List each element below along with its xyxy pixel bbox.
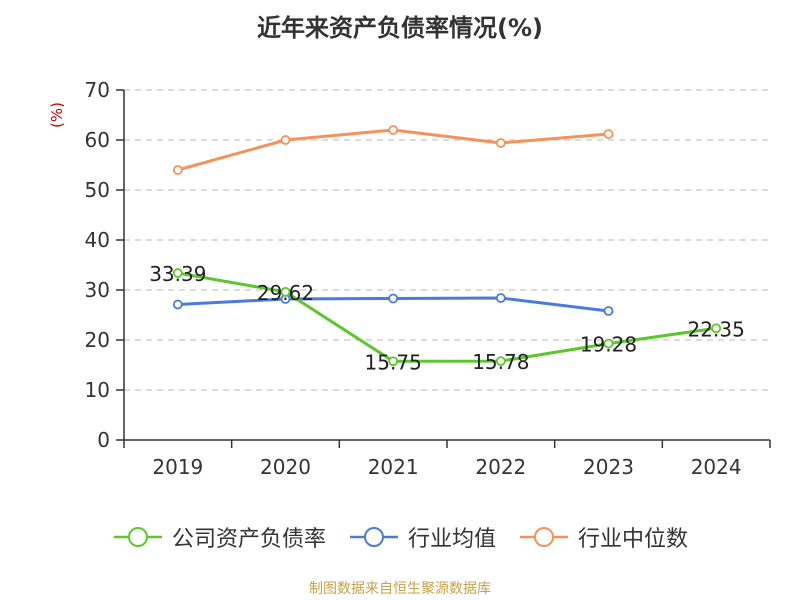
data-point [603,306,614,316]
data-point [388,293,399,304]
data-point [172,268,183,278]
x-tick-label: 2019 [152,455,203,479]
y-tick-label: 50 [85,178,110,202]
x-tick-label: 2020 [260,455,311,479]
data-point [172,165,183,175]
y-tick-label: 20 [85,328,110,352]
x-tick-label: 2022 [475,455,526,479]
data-label: 19.28 [580,333,637,357]
legend-swatch [349,527,398,547]
y-tick-label: 10 [85,378,110,402]
data-label: 15.75 [365,350,422,374]
data-point [603,338,614,349]
chart-title: 近年来资产负债率情况(%) [257,14,543,42]
series-line-3 [177,128,609,172]
x-tick-label: 2023 [583,455,634,479]
data-point [495,138,506,148]
data-point [388,125,399,135]
legend-label: 行业均值 [407,527,496,552]
data-label: 29.62 [257,281,314,305]
legend-item-1[interactable]: 公司资产负债率 [112,521,326,553]
y-tick-label: 30 [85,278,110,302]
legend-label: 公司资产负债率 [171,527,326,552]
data-label: 33.39 [149,262,206,286]
y-tick-label: 0 [97,428,110,452]
data-label: 22.35 [688,317,745,341]
legend-swatch [520,527,568,547]
y-tick-label: 60 [85,128,110,152]
legend-swatch [113,527,162,547]
legend-label: 行业中位数 [578,527,689,552]
legend-item-2[interactable]: 行业均值 [348,521,496,553]
y-tick-label: 70 [85,78,110,102]
data-point [603,129,614,139]
data-point [711,323,722,334]
y-tick-label: 40 [85,228,110,252]
source-note: 制图数据来自恒生聚源数据库 [309,581,491,597]
legend-item-3[interactable]: 行业中位数 [518,521,688,553]
data-point [172,299,183,310]
legend: 公司资产负债率 行业均值 行业中位数 [0,520,800,554]
data-point [280,135,291,145]
series-line-1 [177,271,717,363]
data-point [495,293,506,303]
data-point [280,286,291,297]
x-tick-label: 2024 [691,455,742,479]
x-tick-label: 2021 [368,455,419,479]
data-label: 15.78 [472,350,529,374]
data-point [495,356,506,367]
data-point [388,356,399,367]
